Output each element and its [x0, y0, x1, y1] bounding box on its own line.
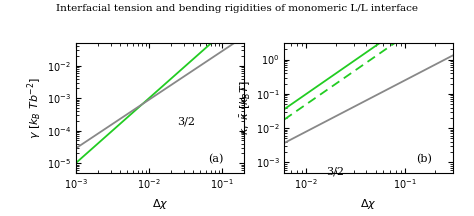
Y-axis label: $\gamma\ [k_B\ Tb^{-2}]$: $\gamma\ [k_B\ Tb^{-2}]$: [26, 77, 44, 139]
X-axis label: $\Delta\chi$: $\Delta\chi$: [152, 197, 168, 211]
Text: Interfacial tension and bending rigidities of monomeric L/L interface: Interfacial tension and bending rigiditi…: [56, 4, 418, 13]
Text: 3/2: 3/2: [177, 117, 195, 127]
X-axis label: $\Delta\chi$: $\Delta\chi$: [360, 197, 377, 211]
Text: (b): (b): [417, 154, 432, 164]
Y-axis label: $\kappa,\ \bar{\kappa}\ [k_B T]$: $\kappa,\ \bar{\kappa}\ [k_B T]$: [239, 81, 253, 135]
Text: 3/2: 3/2: [327, 166, 345, 176]
Text: (a): (a): [209, 154, 224, 164]
